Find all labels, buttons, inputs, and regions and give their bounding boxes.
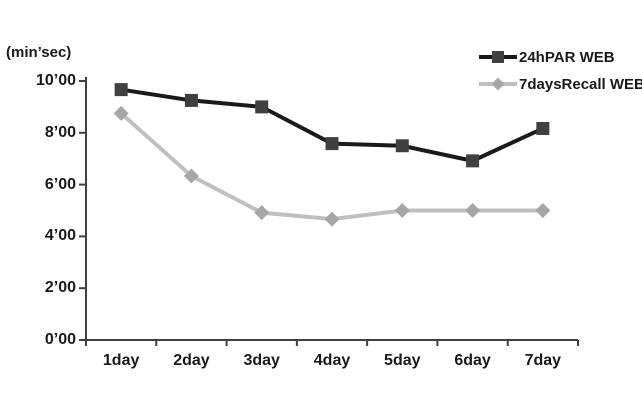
x-axis-label: 5day xyxy=(384,352,421,369)
x-axis-label: 1day xyxy=(102,352,140,369)
data-point-square xyxy=(255,100,269,114)
y-axis-title: (min’sec) xyxy=(6,44,72,61)
legend-item: 7daysRecall WEB xyxy=(479,74,642,94)
legend: 24hPAR WEB 7daysRecall WEB xyxy=(479,47,642,94)
y-tick-label: 2’00 xyxy=(44,279,76,297)
data-point-square xyxy=(466,154,480,168)
y-tick-label: 0’00 xyxy=(44,331,76,348)
data-point-square xyxy=(536,121,550,135)
data-point-square xyxy=(395,139,409,153)
x-axis-label: 7day xyxy=(524,352,562,369)
data-point-diamond xyxy=(254,205,270,221)
x-axis-label: 2day xyxy=(173,352,210,369)
legend-item: 24hPAR WEB xyxy=(479,47,642,67)
y-tick-label: 4’00 xyxy=(44,227,76,245)
data-point-diamond xyxy=(183,168,199,184)
legend-label: 7daysRecall WEB xyxy=(519,75,642,93)
y-tick-label: 10’00 xyxy=(35,72,76,89)
data-point-diamond xyxy=(535,203,551,218)
x-axis-label: 4day xyxy=(313,352,351,369)
data-point-diamond xyxy=(394,203,410,218)
legend-square-marker-icon xyxy=(479,51,517,63)
data-point-square xyxy=(184,93,198,107)
y-tick-label: 6’00 xyxy=(44,175,76,193)
series-line-square xyxy=(120,87,544,163)
data-point-diamond xyxy=(113,105,129,121)
x-axis-label: 3day xyxy=(243,352,280,369)
legend-label: 24hPAR WEB xyxy=(519,48,615,66)
legend-diamond-marker-icon xyxy=(479,77,517,91)
data-point-diamond xyxy=(324,211,340,227)
data-point-square xyxy=(114,83,128,97)
series-line-diamond xyxy=(119,111,543,222)
x-axis-label: 6day xyxy=(454,352,491,369)
y-tick-label: 8’00 xyxy=(44,123,76,141)
data-point-diamond xyxy=(465,203,481,218)
data-point-square xyxy=(325,137,339,151)
